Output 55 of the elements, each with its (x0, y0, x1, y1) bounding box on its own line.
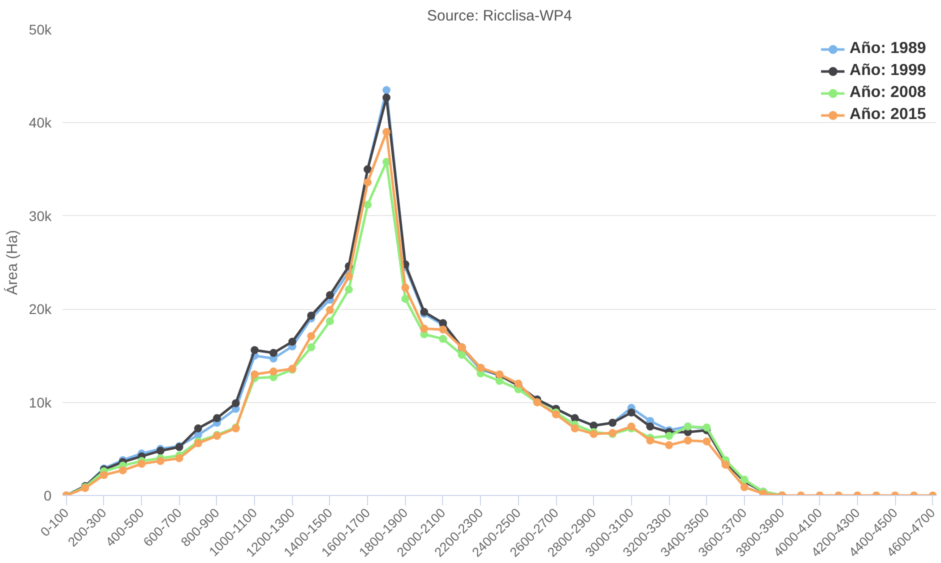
legend-label: Año: 2015 (850, 106, 926, 124)
y-axis-title: Área (Ha) (2, 230, 21, 296)
point (496, 376, 504, 385)
y-tick-label: 20k (28, 301, 52, 318)
y-tick-label: 40k (28, 114, 52, 131)
point (665, 441, 674, 450)
point (646, 422, 654, 431)
point (326, 291, 334, 300)
point (156, 457, 164, 466)
point (722, 460, 730, 469)
point (269, 368, 278, 376)
point (138, 460, 146, 468)
point (100, 471, 108, 479)
point (307, 312, 316, 320)
point (382, 94, 390, 102)
legend-label: Año: 2008 (850, 84, 926, 102)
point (382, 128, 390, 136)
point (627, 408, 636, 417)
y-tick-label: 0 (44, 488, 52, 504)
point (401, 284, 410, 292)
legend-label: Año: 1999 (850, 62, 926, 80)
point (570, 424, 579, 432)
point (344, 272, 353, 280)
point (458, 350, 466, 359)
point (194, 424, 202, 432)
y-tick-label: 10k (28, 394, 52, 410)
point (307, 343, 316, 352)
y-tick-label: 50k (28, 22, 52, 38)
point (382, 86, 390, 94)
y-tick-label: 30k (28, 208, 52, 224)
point (326, 306, 334, 314)
point (702, 437, 711, 446)
point (438, 326, 447, 334)
point (307, 332, 316, 340)
point (665, 432, 674, 440)
point (326, 317, 334, 326)
legend-label: Año: 1989 (850, 40, 926, 58)
point (269, 348, 278, 357)
point (401, 294, 410, 303)
point (344, 286, 353, 294)
point (175, 454, 184, 462)
point (118, 466, 127, 474)
chart-title: Source: Ricclisa-WP4 (426, 8, 572, 24)
point (420, 324, 428, 333)
point (364, 178, 372, 186)
point (212, 414, 221, 422)
point (438, 334, 447, 343)
point (288, 338, 296, 346)
point (740, 483, 748, 492)
point (364, 200, 372, 209)
point (646, 436, 654, 445)
point (684, 436, 692, 445)
point (232, 399, 240, 408)
point (250, 346, 259, 354)
point (250, 370, 259, 378)
